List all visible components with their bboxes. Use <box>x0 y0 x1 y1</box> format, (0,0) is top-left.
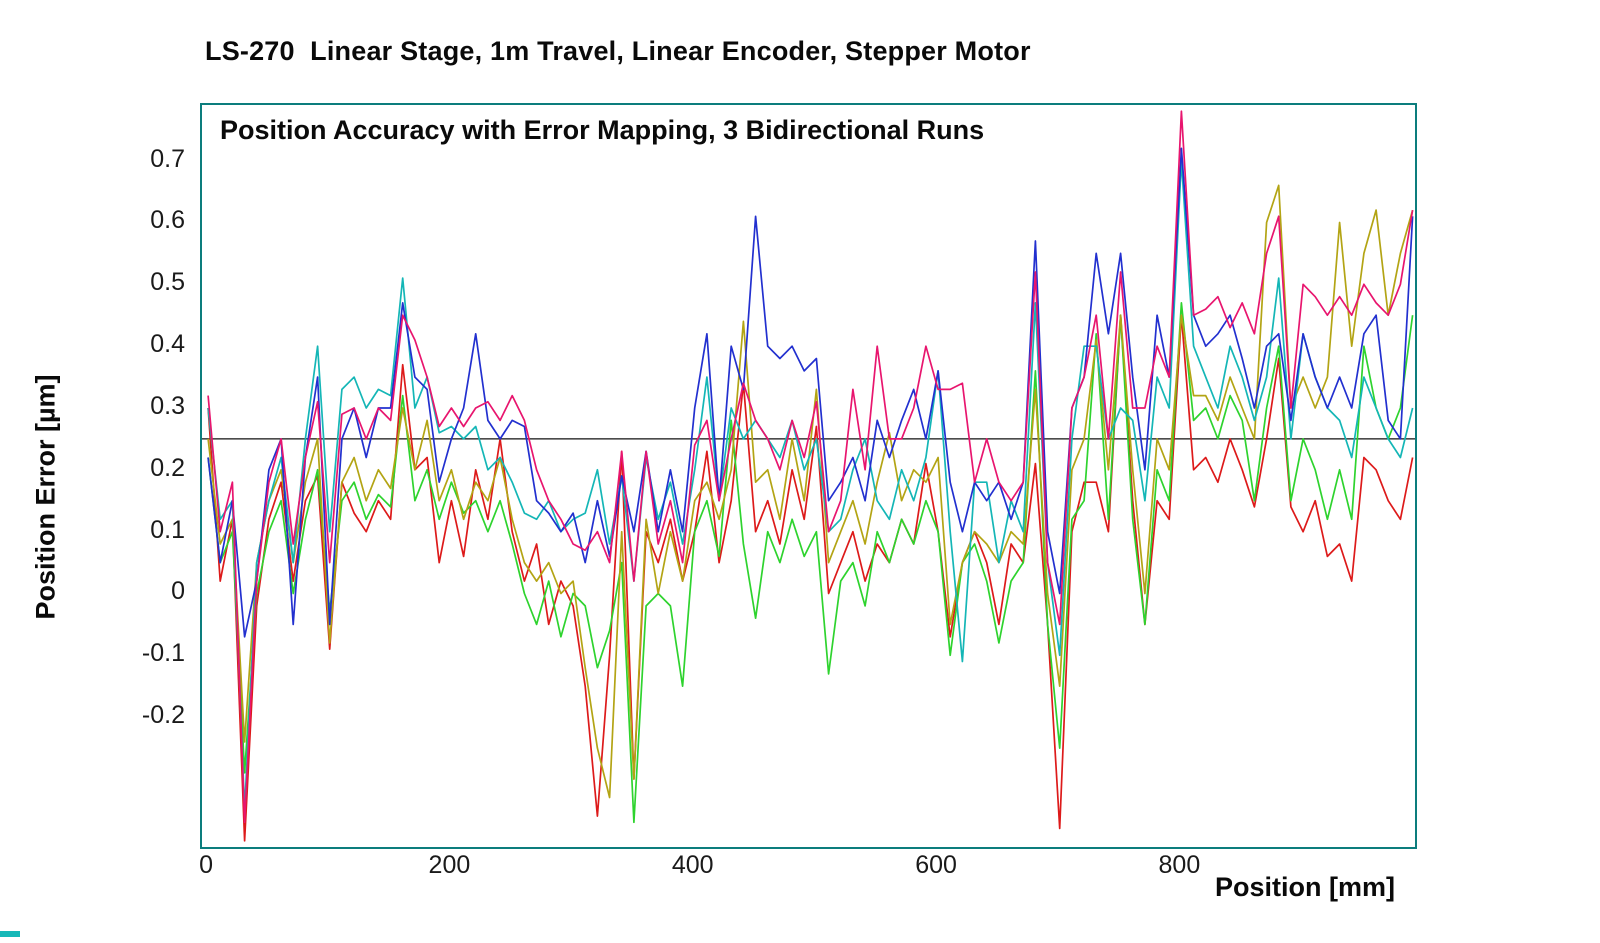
y-tick-label: 0.3 <box>150 391 185 420</box>
cropped-legend-artifact <box>0 931 20 937</box>
line-series-canvas <box>202 110 1415 842</box>
y-tick-label: 0.6 <box>150 206 185 235</box>
y-tick-label: 0 <box>171 577 185 606</box>
chart-title: LS-270 Linear Stage, 1m Travel, Linear E… <box>205 36 1031 66</box>
series-olive-run <box>207 184 1414 799</box>
series-green-run <box>207 302 1414 824</box>
y-tick-label: 0.5 <box>150 268 185 297</box>
x-axis-title: Position [mm] <box>1215 872 1395 902</box>
x-tick-label: 400 <box>671 851 714 879</box>
plot-subtitle: Position Accuracy with Error Mapping, 3 … <box>220 115 985 145</box>
y-axis-title: Position Error [µm] <box>30 374 61 620</box>
y-tick-label: 0.1 <box>150 515 185 544</box>
y-tick-label: -0.1 <box>141 639 185 668</box>
y-tick-label: -0.2 <box>141 701 185 730</box>
x-tick-label: 600 <box>915 851 957 879</box>
x-tick-label: 800 <box>1158 851 1201 879</box>
x-tick-label: 200 <box>428 851 471 879</box>
series-red-run <box>207 314 1414 842</box>
series-blue-run <box>207 147 1414 638</box>
x-tick-label: 0 <box>199 851 214 879</box>
y-tick-label: 0.4 <box>150 330 185 359</box>
y-tick-label: 0.7 <box>150 144 185 173</box>
plot-area: Position Accuracy with Error Mapping, 3 … <box>200 103 1417 849</box>
series-magenta-run <box>207 110 1414 824</box>
y-tick-label: 0.2 <box>150 453 185 482</box>
